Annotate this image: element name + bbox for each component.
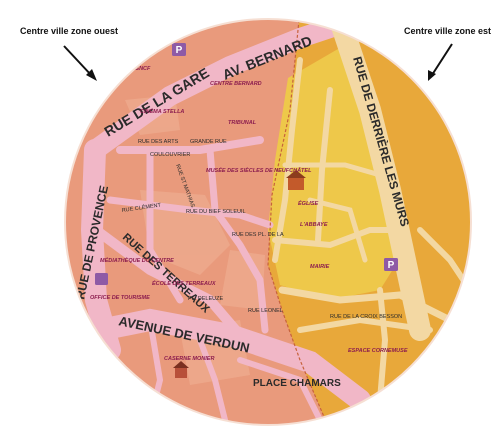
poi-centre-bernard: CENTRE BERNARD <box>210 81 262 87</box>
street-pl-deleuze: PL. DELEUZE <box>188 296 223 302</box>
building-icon <box>286 170 306 190</box>
poi-mediatheque: MÉDIATHÈQUE DU CENTRE <box>100 256 174 264</box>
street-coulouvrier: COULOUVRIER <box>150 152 190 158</box>
poi-espace: ESPACE CORNEMUSE <box>348 348 408 354</box>
svg-text:P: P <box>388 260 395 271</box>
poi-eglise: ÉGLISE <box>298 199 319 207</box>
east-streets <box>272 19 471 403</box>
street-rue-leonel: RUE LEONEL <box>248 308 283 314</box>
parking-icon: P <box>384 258 398 271</box>
poi-musee: MUSÉE DES SIÈCLES DE NEUFCHÂTEL <box>206 166 312 174</box>
street-rue-des-arts: RUE DES ARTS <box>138 139 179 145</box>
street-rue-de-la-croix-besson: RUE DE LA CROIX BESSON <box>330 314 402 320</box>
poi-cinema: CINÉMA STELLA <box>140 107 184 115</box>
street-rue-des-pl-de-la: RUE DES PL. DE LA <box>232 232 284 238</box>
poi-ecole: ÉCOLE DES TERREAUX <box>152 279 216 287</box>
poi-office-tourisme: OFFICE DE TOURISME <box>90 295 150 301</box>
arrow-icon <box>63 45 97 81</box>
street-place-chamars: PLACE CHAMARS <box>253 378 341 389</box>
building-icon <box>173 361 189 378</box>
map-border <box>64 18 472 426</box>
parking-icon: P <box>172 43 186 56</box>
parking-icon <box>95 273 108 285</box>
zone-east-label: Centre ville zone est <box>404 26 492 36</box>
arrow-icon <box>428 43 453 81</box>
zone-west-label: Centre ville zone ouest <box>20 26 119 36</box>
poi-caserne: CASERNE MONIER <box>164 356 214 362</box>
zone-boundary <box>267 19 331 425</box>
street-grande-rue: GRANDE RUE <box>190 139 227 145</box>
poi-mairie: MAIRIE <box>310 264 330 270</box>
svg-text:P: P <box>176 45 183 56</box>
poi-abbaye: L'ABBAYE <box>300 222 328 228</box>
poi-tribunal: TRIBUNAL <box>228 120 257 126</box>
street-rue-du-bief-soleuil: RUE DU BIEF SOLEUIL <box>186 209 246 215</box>
